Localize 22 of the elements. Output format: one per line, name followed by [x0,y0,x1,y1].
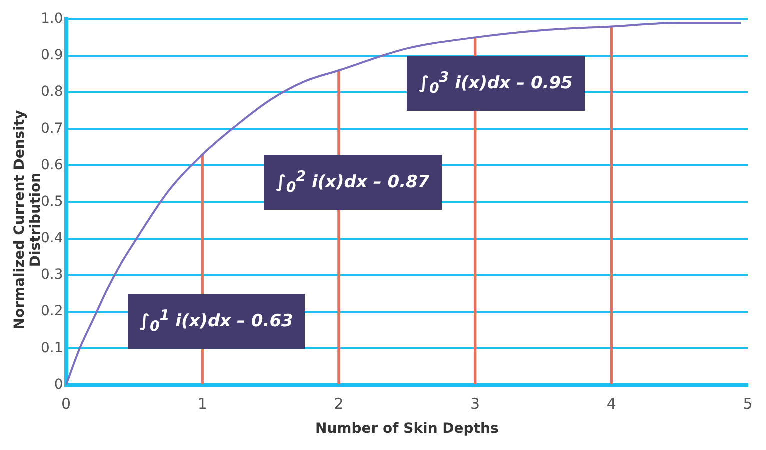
bar [610,26,613,385]
y-tick-label: 0.2 [41,304,64,320]
x-tick-label: 1 [198,395,208,414]
y-tick-label: 0.7 [41,120,64,137]
y-tick-label: 0.6 [41,157,64,174]
x-tick-label: 3 [470,395,480,414]
y-tick-label: 0.8 [41,84,64,100]
x-tick-label: 5 [743,395,753,414]
x-tick-label: 4 [606,395,616,414]
y-tick-label: 0.1 [41,340,64,356]
annotation: ∫$_{0}$$^{3}$ i(x)dx – 0.95 [407,56,585,112]
y-tick-label: 0.4 [41,230,64,247]
y-tick-label: 0.3 [41,267,64,284]
annotation: ∫$_{0}$$^{1}$ i(x)dx – 0.63 [128,294,306,349]
y-tick-label: 0.5 [41,194,64,210]
x-axis-title: Number of Skin Depths [315,421,499,438]
line-series [66,22,742,386]
y-tick-label: 0.9 [41,48,64,64]
y-tick-label: 0 [54,376,64,393]
annotation: ∫$_{0}$$^{2}$ i(x)dx – 0.87 [264,154,442,210]
y-tick-label: 1.0 [41,11,64,28]
x-tick-label: 2 [334,395,344,414]
